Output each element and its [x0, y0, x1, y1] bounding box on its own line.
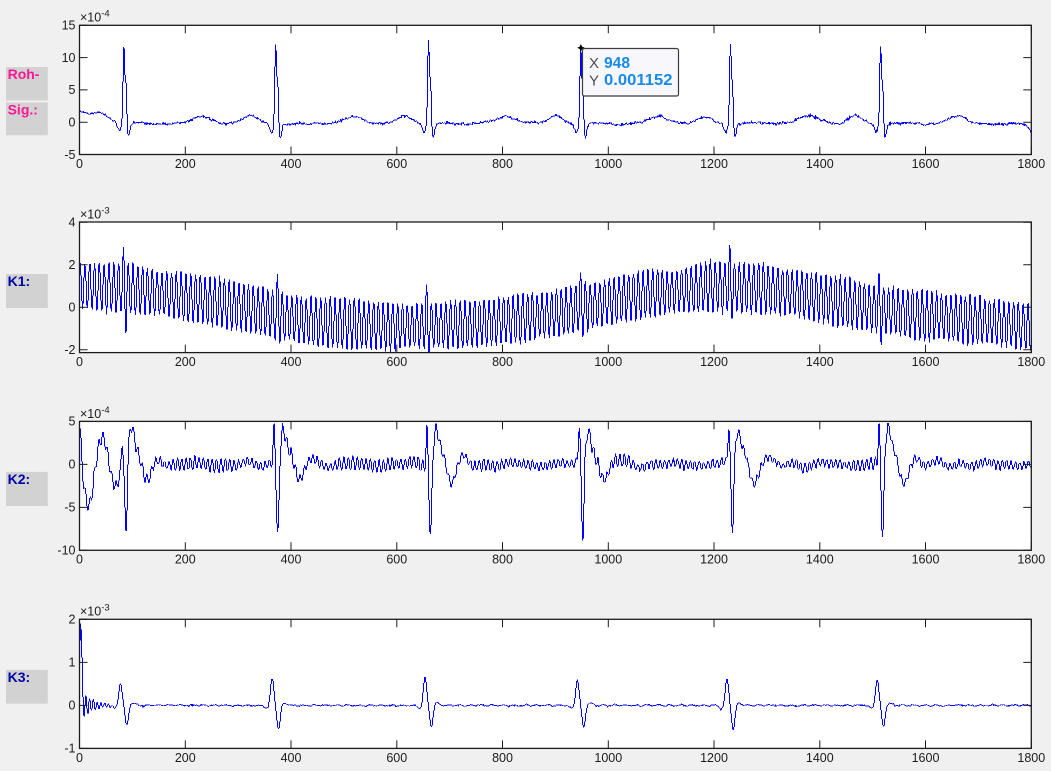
svg-text:1400: 1400 — [806, 355, 834, 369]
svg-text:800: 800 — [492, 157, 513, 171]
svg-text:200: 200 — [175, 751, 196, 765]
svg-text:600: 600 — [386, 157, 407, 171]
svg-text:4: 4 — [69, 216, 76, 230]
svg-text:-2: -2 — [64, 343, 75, 357]
svg-text:0: 0 — [76, 355, 83, 369]
svg-text:0: 0 — [76, 157, 83, 171]
svg-text:800: 800 — [492, 355, 513, 369]
svg-text:200: 200 — [175, 355, 196, 369]
svg-text:400: 400 — [281, 751, 302, 765]
svg-text:Y: Y — [589, 73, 599, 90]
svg-text:600: 600 — [386, 553, 407, 567]
svg-text:1000: 1000 — [594, 751, 622, 765]
svg-text:-10: -10 — [57, 544, 75, 558]
svg-text:K3:: K3: — [8, 669, 31, 685]
svg-text:5: 5 — [69, 83, 76, 97]
svg-text:948: 948 — [604, 55, 630, 72]
svg-text:1400: 1400 — [806, 751, 834, 765]
svg-text:400: 400 — [281, 157, 302, 171]
svg-text:200: 200 — [175, 553, 196, 567]
svg-text:15: 15 — [62, 19, 76, 33]
svg-text:1600: 1600 — [912, 751, 940, 765]
svg-text:1000: 1000 — [594, 553, 622, 567]
svg-text:0: 0 — [69, 458, 76, 472]
svg-text:10: 10 — [62, 51, 76, 65]
svg-text:2: 2 — [69, 258, 76, 272]
svg-text:-5: -5 — [64, 501, 75, 515]
svg-text:1: 1 — [69, 656, 76, 670]
svg-text:0: 0 — [76, 553, 83, 567]
svg-text:1200: 1200 — [700, 751, 728, 765]
svg-text:400: 400 — [281, 355, 302, 369]
svg-text:400: 400 — [281, 553, 302, 567]
svg-text:K2:: K2: — [8, 471, 31, 487]
svg-text:1800: 1800 — [1017, 157, 1045, 171]
svg-text:2: 2 — [69, 613, 76, 627]
svg-text:Sig.:: Sig.: — [8, 102, 38, 118]
svg-text:-5: -5 — [64, 148, 75, 162]
svg-text:1200: 1200 — [700, 553, 728, 567]
svg-text:1000: 1000 — [594, 355, 622, 369]
svg-text:0: 0 — [69, 301, 76, 315]
svg-text:-1: -1 — [64, 742, 75, 756]
svg-text:0: 0 — [76, 751, 83, 765]
svg-text:K1:: K1: — [8, 273, 31, 289]
svg-text:5: 5 — [69, 415, 76, 429]
svg-text:1200: 1200 — [700, 157, 728, 171]
svg-text:1200: 1200 — [700, 355, 728, 369]
svg-text:1000: 1000 — [594, 157, 622, 171]
svg-text:800: 800 — [492, 553, 513, 567]
svg-text:1600: 1600 — [912, 355, 940, 369]
svg-text:200: 200 — [175, 157, 196, 171]
svg-text:600: 600 — [386, 355, 407, 369]
svg-text:1800: 1800 — [1017, 751, 1045, 765]
svg-text:600: 600 — [386, 751, 407, 765]
svg-text:Roh-: Roh- — [8, 66, 40, 82]
svg-text:1800: 1800 — [1017, 355, 1045, 369]
svg-text:0: 0 — [69, 116, 76, 130]
svg-text:0: 0 — [69, 699, 76, 713]
svg-text:1400: 1400 — [806, 553, 834, 567]
svg-text:800: 800 — [492, 751, 513, 765]
svg-text:1600: 1600 — [912, 553, 940, 567]
svg-text:1800: 1800 — [1017, 553, 1045, 567]
svg-text:0.001152: 0.001152 — [604, 72, 673, 89]
svg-text:1600: 1600 — [912, 157, 940, 171]
svg-text:1400: 1400 — [806, 157, 834, 171]
svg-text:X: X — [589, 55, 599, 72]
